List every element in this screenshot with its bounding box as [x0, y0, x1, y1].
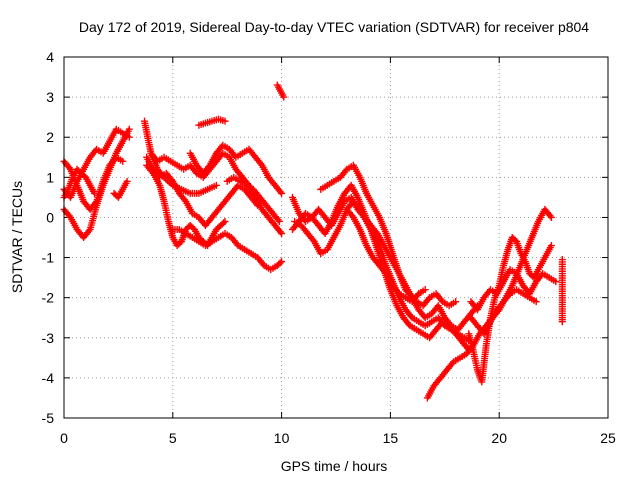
- x-tick-label: 5: [169, 430, 177, 446]
- series-track-1: [60, 125, 133, 201]
- data-point: [558, 318, 566, 326]
- y-tick-label: 0: [46, 209, 54, 225]
- series-track-10: [169, 225, 286, 274]
- data-point: [181, 196, 189, 204]
- data-point: [65, 212, 73, 220]
- y-tick-label: 2: [46, 129, 54, 145]
- data-point: [276, 228, 284, 236]
- data-point: [221, 117, 229, 125]
- data-point: [278, 229, 286, 237]
- data-point: [276, 259, 284, 267]
- data-point: [204, 163, 212, 171]
- data-point: [220, 219, 228, 227]
- data-point: [278, 258, 286, 266]
- data-point: [546, 212, 554, 220]
- series-track-19: [343, 205, 429, 306]
- chart-title: Day 172 of 2019, Sidereal Day-to-day VTE…: [79, 19, 589, 35]
- x-tick-labels: 0 5 10 15 20 25: [60, 430, 616, 446]
- series-track-4: [60, 165, 98, 201]
- data-point: [276, 188, 284, 196]
- data-points: [60, 81, 566, 402]
- series-track-3: [60, 125, 133, 241]
- data-point: [167, 176, 175, 184]
- series-track-17: [288, 181, 473, 354]
- data-point: [547, 242, 555, 250]
- data-point: [278, 189, 286, 197]
- data-point: [274, 216, 282, 224]
- data-point: [552, 278, 560, 286]
- y-tick-labels: -5 -4 -3 -2 -1 0 1 2 3 4: [42, 49, 55, 426]
- data-point: [125, 125, 133, 133]
- data-point: [257, 160, 265, 168]
- data-point: [309, 236, 317, 244]
- data-point: [148, 168, 156, 176]
- data-point: [275, 217, 283, 225]
- series-track-5: [110, 177, 131, 201]
- y-tick-label: -2: [42, 290, 55, 306]
- data-point: [532, 298, 540, 306]
- y-tick-label: 3: [46, 89, 54, 105]
- data-point: [212, 181, 220, 189]
- data-point: [221, 217, 229, 225]
- series-track-24: [558, 256, 566, 326]
- y-tick-label: 4: [46, 49, 54, 65]
- data-point: [123, 177, 131, 185]
- data-point: [280, 93, 288, 101]
- y-tick-label: -4: [42, 370, 55, 386]
- data-point: [421, 286, 429, 294]
- x-axis-label: GPS time / hours: [281, 458, 388, 474]
- series-track-13: [223, 173, 283, 225]
- y-tick-label: -3: [42, 330, 55, 346]
- series-track-18: [317, 161, 481, 334]
- x-tick-label: 10: [274, 430, 290, 446]
- y-tick-label: 1: [46, 169, 54, 185]
- data-point: [381, 268, 389, 276]
- data-point: [348, 212, 356, 220]
- data-point: [452, 298, 460, 306]
- data-point: [85, 227, 93, 235]
- series-track-11: [186, 141, 286, 197]
- data-point: [547, 213, 555, 221]
- x-tick-label: 15: [383, 430, 399, 446]
- series-track-12: [195, 115, 229, 129]
- x-tick-label: 0: [60, 430, 68, 446]
- data-point: [90, 189, 98, 197]
- data-point: [65, 164, 73, 172]
- plot-frame: [63, 56, 609, 419]
- x-tick-label: 20: [491, 430, 507, 446]
- x-tick-label: 25: [600, 430, 616, 446]
- series-track-23: [467, 286, 540, 338]
- y-axis-label: SDTVAR / TECUs: [9, 181, 25, 293]
- data-point: [119, 157, 127, 165]
- y-tick-label: -5: [42, 410, 55, 426]
- y-tick-label: -1: [42, 250, 55, 266]
- series-track-14: [273, 81, 288, 101]
- series-track-22: [467, 266, 560, 314]
